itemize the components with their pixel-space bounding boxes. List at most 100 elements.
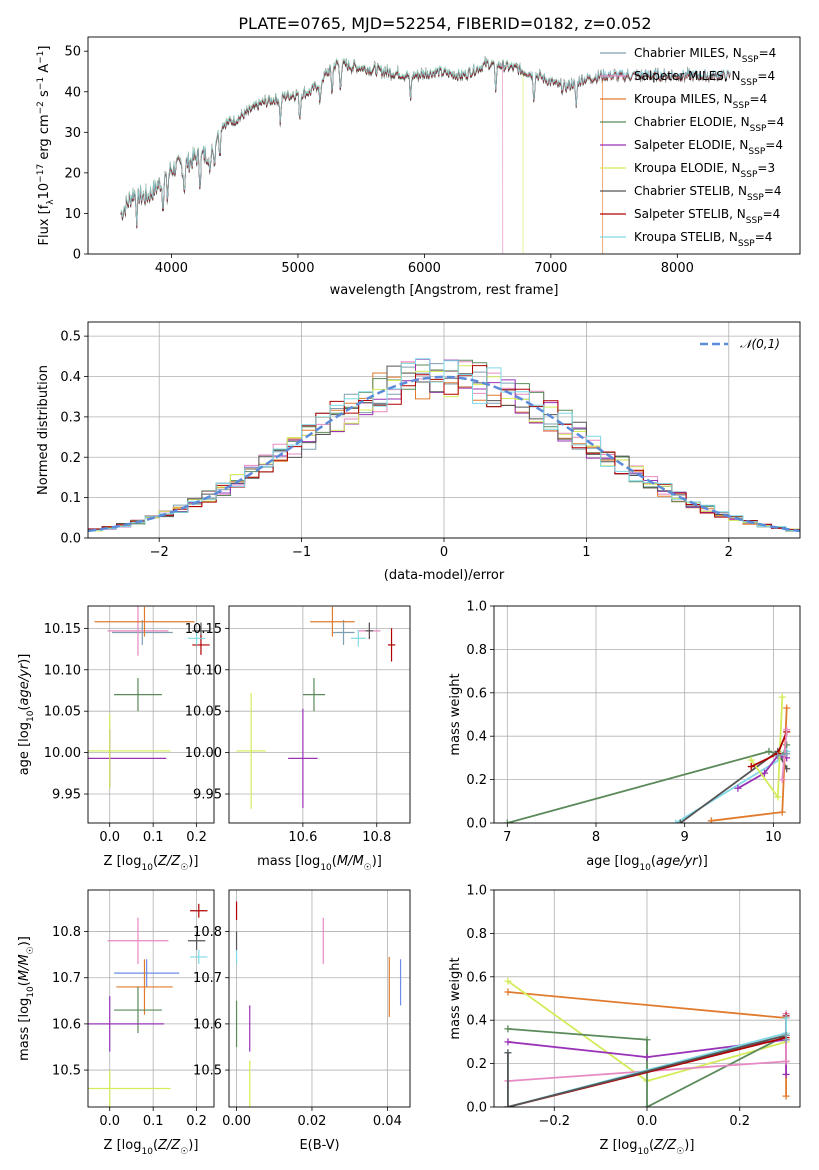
- legend-label: Chabrier MILES, NSSP=4: [634, 46, 776, 65]
- x-tick-label: 8: [592, 830, 600, 845]
- weight-marker: [504, 1103, 512, 1107]
- x-tick-label: 0.1: [143, 1114, 164, 1129]
- y-tick-label: 1.0: [466, 600, 487, 615]
- model-spectrum: [120, 57, 524, 254]
- weight-series: [737, 754, 787, 790]
- x-tick-label: 0.2: [186, 830, 207, 845]
- errorbars: [235, 901, 402, 1107]
- weight-marker: [504, 1038, 512, 1046]
- y-tick-label: 0.3: [60, 410, 81, 425]
- y-tick-label: 50: [64, 45, 81, 60]
- y-axis-label: Normed distribution: [36, 365, 51, 495]
- errorbars: [236, 606, 396, 809]
- y-tick-label: 10.8: [52, 925, 81, 940]
- legend-label: Kroupa ELODIE, NSSP=3: [634, 161, 775, 180]
- weight-marker: [643, 1053, 651, 1061]
- y-tick-label: 0: [73, 248, 81, 263]
- weight-marker: [783, 704, 791, 712]
- legend-label: Kroupa MILES, NSSP=4: [634, 92, 767, 111]
- axes-frame: [493, 605, 801, 824]
- x-tick-label: 8000: [661, 261, 694, 276]
- y-axis-label: mass weight: [448, 673, 463, 755]
- y-tick-label: 0.6: [466, 686, 487, 701]
- weight-marker: [783, 726, 791, 734]
- y-tick-label: 10.6: [52, 1017, 81, 1032]
- weight-marker: [774, 793, 782, 801]
- axes-frame: [228, 889, 411, 1108]
- weight-marker: [707, 817, 715, 823]
- legend-label: 𝒩(0,1): [740, 337, 780, 351]
- x-axis-label: wavelength [Angstrom, rest frame]: [330, 283, 559, 298]
- x-axis-label: (data-model)/error: [384, 568, 505, 583]
- x-axis-label: E(B-V): [299, 1138, 339, 1153]
- x-tick-label: 1: [582, 545, 590, 560]
- y-tick-label: 10.05: [185, 705, 222, 720]
- y-tick-label: 10.7: [52, 971, 81, 986]
- x-tick-label: 7: [503, 830, 511, 845]
- y-axis-label: mass weight: [448, 957, 463, 1039]
- weight-marker: [504, 1025, 512, 1033]
- weight-marker: [761, 769, 769, 777]
- y-tick-label: 0.2: [466, 1057, 487, 1072]
- histograms: [88, 358, 800, 533]
- y-tick-label: 0.2: [466, 773, 487, 788]
- errorbars: [88, 606, 210, 789]
- y-tick-label: 10.6: [193, 1017, 222, 1032]
- x-tick-label: −0.2: [538, 1114, 570, 1129]
- axes-frame: [87, 36, 801, 255]
- weight-marker: [503, 819, 511, 823]
- x-tick-label: 4000: [155, 261, 188, 276]
- weight-series: [507, 1034, 787, 1107]
- y-tick-label: 0.5: [60, 330, 81, 345]
- x-axis-label: mass [log10(M/M☉)]: [257, 854, 382, 873]
- y-tick-label: 10.7: [193, 971, 222, 986]
- x-tick-label: 0.0: [99, 1114, 120, 1129]
- weight-marker: [504, 1049, 512, 1057]
- y-tick-label: 0.4: [466, 730, 487, 745]
- weight-marker: [778, 808, 786, 816]
- y-tick-label: 30: [64, 126, 81, 141]
- y-tick-label: 9.95: [52, 788, 81, 803]
- weight-marker: [782, 1014, 790, 1022]
- y-axis-label: age [log10(age/yr)]: [17, 654, 36, 776]
- y-tick-label: 10.00: [44, 746, 81, 761]
- y-tick-label: 1.0: [466, 884, 487, 899]
- y-tick-label: 0.0: [60, 532, 81, 547]
- histogram-step: [88, 365, 800, 530]
- weight-series: [750, 697, 784, 800]
- gaussian-curve: [88, 375, 800, 533]
- x-axis-label: Z [log10(Z/Z☉)]: [104, 854, 199, 873]
- y-axis-label: mass [log10(M/M☉)]: [17, 936, 36, 1061]
- weight-marker: [676, 819, 684, 823]
- axes-frame: [87, 605, 215, 824]
- histogram-step: [88, 358, 800, 531]
- x-tick-label: 9: [681, 830, 689, 845]
- x-tick-label: −1: [292, 545, 311, 560]
- y-tick-label: 0.6: [466, 970, 487, 985]
- legend-label: Salpeter STELIB, NSSP=4: [634, 207, 780, 226]
- y-tick-label: 10.10: [185, 663, 222, 678]
- y-tick-label: 0.0: [466, 817, 487, 832]
- x-tick-label: 0.0: [99, 830, 120, 845]
- x-tick-label: 7000: [534, 261, 567, 276]
- y-tick-label: 0.8: [466, 927, 487, 942]
- weight-lines: [503, 693, 791, 823]
- axes-frame: [493, 889, 801, 1108]
- weight-marker: [782, 1031, 790, 1039]
- weight-marker: [783, 750, 791, 758]
- weight-marker: [504, 977, 512, 985]
- weight-marker: [774, 752, 782, 760]
- x-tick-label: 10.8: [362, 830, 391, 845]
- x-tick-label: 0.2: [729, 1114, 750, 1129]
- y-tick-label: 10.5: [193, 1064, 222, 1079]
- x-tick-label: 0.1: [143, 830, 164, 845]
- y-tick-label: 10.15: [44, 622, 81, 637]
- y-tick-label: 40: [64, 85, 81, 100]
- y-tick-label: 10.5: [52, 1064, 81, 1079]
- y-tick-label: 9.95: [193, 788, 222, 803]
- y-tick-label: 0.4: [466, 1014, 487, 1029]
- weight-marker: [747, 756, 755, 764]
- weight-marker: [782, 1092, 790, 1100]
